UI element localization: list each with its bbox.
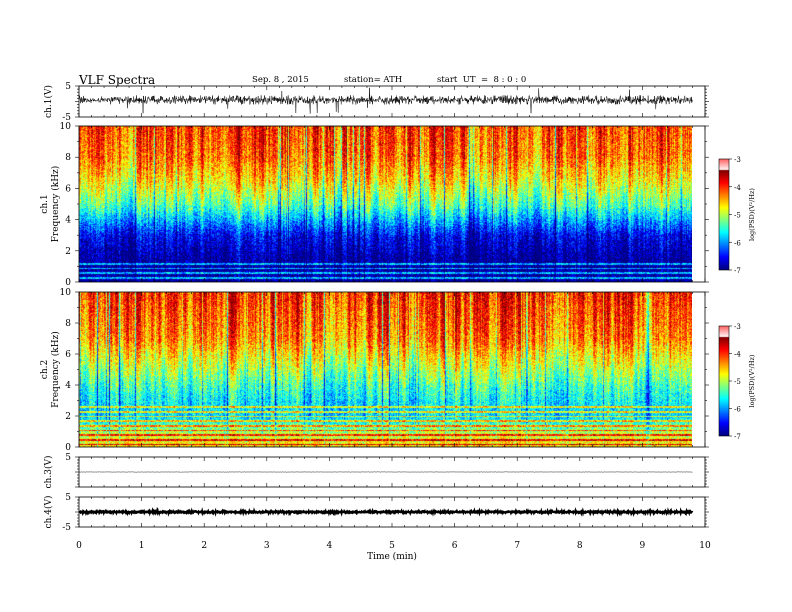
ch2-spectrogram-colorbar-ticklabel: -4 [734, 351, 741, 359]
ch2-spectrogram-image [79, 292, 692, 447]
ch1-spectrogram-colorbar-ticklabel: -5 [734, 212, 741, 220]
ch2-spectrogram-ylabel: ch.2 [40, 360, 50, 379]
ch2-spectrogram-ytick-label: 8 [65, 319, 71, 329]
ch1-spectrogram-ytick-label: 6 [65, 184, 71, 194]
x-tick-label: 6 [452, 541, 458, 551]
ch2-spectrogram-ylabel: Frequency (kHz) [50, 331, 61, 408]
ch1-spectrogram-ylabel: Frequency (kHz) [50, 166, 61, 243]
ch1-spectrogram-colorbar-ticklabel: -4 [734, 184, 741, 192]
ch2-spectrogram-colorbar-ticklabel: -7 [734, 433, 741, 441]
ch1-spectrogram-colorbar-label: log(PSD)(V²/Hz) [748, 188, 756, 241]
ch2-spectrogram-ytick-label: 10 [60, 288, 72, 298]
ch2-spectrogram-colorbar-ticklabel: -6 [734, 406, 741, 414]
ch4-waveform-ytick-label: 5 [65, 493, 71, 503]
x-tick-label: 10 [699, 541, 711, 551]
x-tick-label: 7 [514, 541, 520, 551]
ch4-waveform-ylabel: ch.4(V) [43, 496, 54, 529]
start-time-label: start UT = 8 : 0 : 0 [437, 75, 527, 85]
ch1-spectrogram-ytick-label: 8 [65, 153, 71, 163]
x-tick-label: 1 [139, 541, 145, 551]
x-tick-label: 0 [76, 541, 82, 551]
ch1-waveform-trace [78, 87, 693, 114]
ch1-spectrogram-ytick-label: 0 [65, 278, 71, 288]
station-label: station= ATH [344, 75, 403, 85]
x-tick-label: 4 [327, 541, 333, 551]
ch1-spectrogram-ytick-label: 10 [60, 122, 72, 132]
ch2-spectrogram-ytick-label: 0 [65, 443, 71, 453]
ch1-waveform-ylabel: ch.1(V) [43, 85, 54, 118]
ch4-waveform-trace [78, 506, 694, 518]
ch1-spectrogram-ylabel: ch.1 [40, 194, 50, 213]
ch2-spectrogram-ytick-label: 4 [65, 381, 71, 391]
ch2-spectrogram-ytick-label: 2 [65, 412, 71, 422]
x-tick-label: 3 [264, 541, 270, 551]
chart-title: VLF Spectra [79, 73, 156, 87]
ch1-spectrogram-colorbar-ticklabel: -6 [734, 239, 741, 247]
date-label: Sep. 8 , 2015 [252, 75, 309, 85]
x-tick-label: 9 [640, 541, 646, 551]
ch2-spectrogram-colorbar [719, 326, 729, 436]
ch1-spectrogram-ytick-label: 2 [65, 247, 71, 257]
ch1-spectrogram-image [79, 126, 692, 282]
ch1-spectrogram-colorbar-ticklabel: -7 [734, 267, 741, 275]
ch4-waveform-ytick-label: -5 [62, 523, 71, 533]
ch2-spectrogram-ytick-label: 6 [65, 350, 71, 360]
ch1-waveform-ytick-label: 5 [65, 82, 71, 92]
x-axis-label: Time (min) [367, 551, 417, 562]
ch1-spectrogram-colorbar [719, 159, 729, 270]
x-tick-label: 8 [577, 541, 583, 551]
ch3-waveform-ytick-label: 5 [65, 453, 71, 463]
ch3-waveform-ylabel: ch.3(V) [43, 456, 54, 489]
ch1-spectrogram-ytick-label: 4 [65, 216, 71, 226]
x-tick-label: 5 [389, 541, 395, 551]
ch2-spectrogram-colorbar-ticklabel: -5 [734, 378, 741, 386]
ch1-waveform-ytick-label: -5 [62, 113, 71, 123]
ch2-spectrogram-colorbar-label: log(PSD)(V²/Hz) [748, 354, 756, 407]
ch2-spectrogram-colorbar-ticklabel: -3 [734, 323, 741, 331]
x-tick-label: 2 [201, 541, 207, 551]
ch1-spectrogram-colorbar-ticklabel: -3 [734, 156, 741, 164]
